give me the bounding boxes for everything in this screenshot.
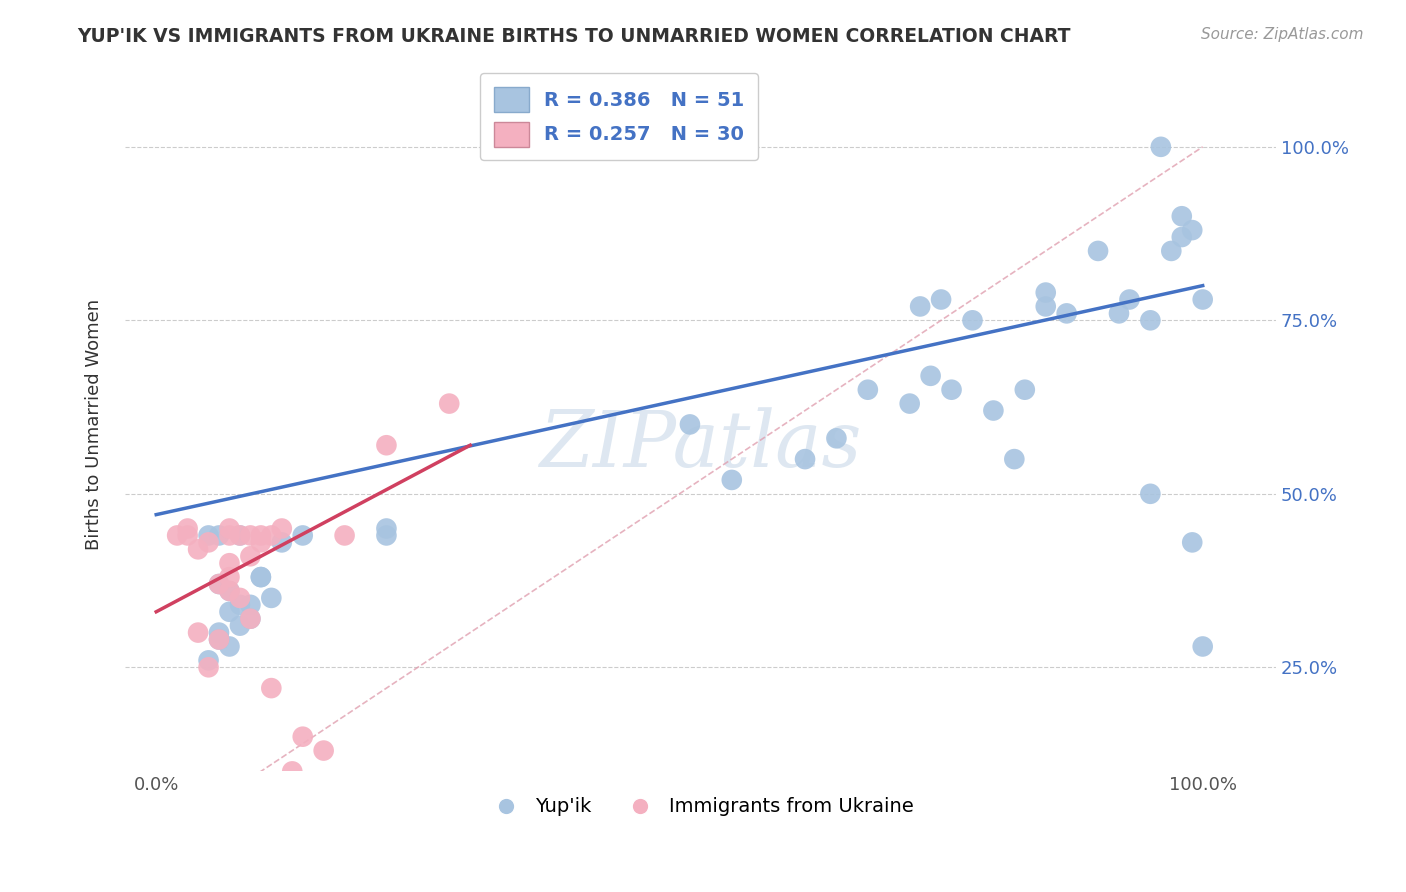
Point	[1014, 383, 1036, 397]
Point	[375, 438, 398, 452]
Point	[239, 598, 262, 612]
Point	[229, 591, 252, 605]
Point	[239, 549, 262, 564]
Point	[208, 577, 231, 591]
Point	[856, 383, 879, 397]
Point	[239, 528, 262, 542]
Point	[229, 618, 252, 632]
Point	[929, 293, 952, 307]
Point	[333, 528, 356, 542]
Point	[250, 535, 273, 549]
Point	[291, 528, 314, 542]
Point	[1171, 209, 1194, 223]
Text: YUP'IK VS IMMIGRANTS FROM UKRAINE BIRTHS TO UNMARRIED WOMEN CORRELATION CHART: YUP'IK VS IMMIGRANTS FROM UKRAINE BIRTHS…	[77, 27, 1071, 45]
Point	[1160, 244, 1182, 258]
Point	[208, 632, 231, 647]
Point	[1002, 452, 1025, 467]
Point	[1191, 293, 1213, 307]
Point	[197, 660, 219, 674]
Point	[208, 632, 231, 647]
Point	[312, 743, 335, 757]
Point	[176, 521, 198, 535]
Point	[166, 528, 188, 542]
Point	[291, 730, 314, 744]
Point	[941, 383, 963, 397]
Point	[218, 584, 240, 599]
Point	[176, 528, 198, 542]
Point	[197, 653, 219, 667]
Point	[1087, 244, 1109, 258]
Point	[720, 473, 742, 487]
Point	[898, 396, 921, 410]
Point	[218, 521, 240, 535]
Point	[187, 542, 209, 557]
Point	[208, 577, 231, 591]
Point	[439, 396, 461, 410]
Point	[270, 535, 292, 549]
Point	[1035, 285, 1057, 300]
Point	[218, 605, 240, 619]
Point	[825, 431, 848, 445]
Point	[1035, 300, 1057, 314]
Point	[375, 521, 398, 535]
Point	[908, 300, 931, 314]
Point	[281, 764, 304, 779]
Point	[920, 368, 942, 383]
Point	[270, 521, 292, 535]
Point	[1171, 230, 1194, 244]
Point	[197, 528, 219, 542]
Point	[1191, 640, 1213, 654]
Point	[218, 528, 240, 542]
Point	[187, 625, 209, 640]
Point	[1150, 140, 1173, 154]
Point	[250, 570, 273, 584]
Point	[679, 417, 702, 432]
Point	[260, 528, 283, 542]
Point	[218, 584, 240, 599]
Point	[260, 681, 283, 695]
Point	[794, 452, 817, 467]
Text: Source: ZipAtlas.com: Source: ZipAtlas.com	[1201, 27, 1364, 42]
Point	[1118, 293, 1140, 307]
Point	[239, 612, 262, 626]
Point	[1108, 306, 1130, 320]
Point	[1139, 313, 1161, 327]
Point	[208, 528, 231, 542]
Point	[1181, 223, 1204, 237]
Point	[250, 528, 273, 542]
Y-axis label: Births to Unmarried Women: Births to Unmarried Women	[86, 299, 103, 550]
Point	[962, 313, 984, 327]
Legend: Yup'ik, Immigrants from Ukraine: Yup'ik, Immigrants from Ukraine	[479, 789, 922, 824]
Point	[197, 535, 219, 549]
Point	[229, 598, 252, 612]
Point	[218, 556, 240, 570]
Text: ZIPatlas: ZIPatlas	[540, 407, 862, 483]
Point	[1056, 306, 1078, 320]
Point	[250, 570, 273, 584]
Point	[218, 640, 240, 654]
Point	[239, 612, 262, 626]
Point	[229, 528, 252, 542]
Point	[218, 570, 240, 584]
Point	[229, 528, 252, 542]
Point	[260, 591, 283, 605]
Point	[1181, 535, 1204, 549]
Point	[983, 403, 1005, 417]
Point	[1139, 487, 1161, 501]
Point	[208, 625, 231, 640]
Point	[375, 528, 398, 542]
